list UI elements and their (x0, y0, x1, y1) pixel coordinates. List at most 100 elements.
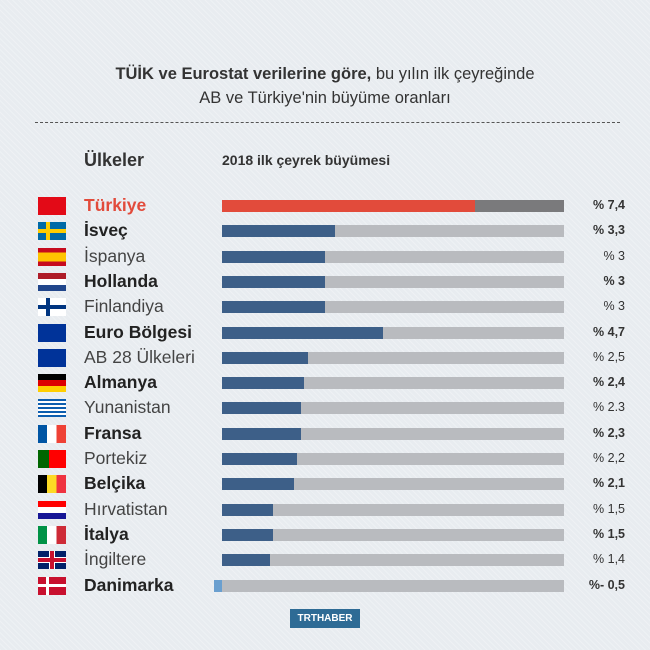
bar (222, 200, 476, 212)
bar-track (222, 528, 564, 541)
flag-croatia-icon (38, 500, 66, 519)
value-label: % 2.3 (593, 400, 625, 415)
chart-title: TÜİK ve Eurostat verilerine göre, bu yıl… (0, 62, 650, 110)
bar (222, 301, 325, 314)
bar-row: Portekiz % 2,2 (0, 446, 650, 471)
bar-row: Finlandiya % 3 (0, 294, 650, 319)
bar-track (222, 503, 564, 516)
bar (222, 275, 325, 288)
title-bold: TÜİK ve Eurostat verilerine göre, (115, 65, 372, 83)
category-label: Hollanda (84, 270, 158, 291)
category-label: Türkiye (84, 195, 147, 215)
flag-france-icon (38, 424, 66, 443)
bar-track (222, 301, 564, 314)
category-label: İspanya (84, 245, 146, 266)
flag-greece-icon (38, 399, 66, 418)
bar (222, 528, 274, 541)
bar-row: Euro Bölgesi % 4,7 (0, 320, 650, 345)
bar (222, 250, 325, 263)
bar (222, 225, 335, 238)
flag-turkey-icon (38, 197, 66, 215)
value-label: % 2,3 (593, 425, 625, 440)
flag-netherlands-icon (38, 272, 66, 291)
bar-row: Almanya % 2,4 (0, 370, 650, 395)
value-header: 2018 ilk çeyrek büyümesi (222, 152, 391, 168)
value-label: % 7,4 (593, 198, 625, 212)
bar-row: Fransa % 2,3 (0, 421, 650, 446)
value-label: % 2,2 (593, 451, 625, 465)
value-label: % 1,5 (593, 501, 625, 516)
value-label: % 4,7 (593, 324, 625, 339)
category-label: Almanya (84, 372, 157, 393)
bar (222, 351, 308, 364)
bar-row: İsveç % 3,3 (0, 218, 650, 243)
bar (222, 478, 294, 491)
bar-track (222, 453, 564, 465)
bar-track (222, 351, 564, 364)
category-label: İsveç (84, 220, 128, 241)
category-label: Portekiz (84, 448, 148, 468)
title-rest: bu yılın ilk çeyreğinde (371, 65, 535, 83)
flag-portugal-icon (38, 450, 66, 468)
value-label: % 3 (603, 248, 625, 263)
flag-eu-icon (38, 348, 66, 367)
bar-track (222, 275, 564, 288)
category-label: Hırvatistan (84, 498, 168, 519)
value-label: % 1,5 (593, 526, 625, 541)
title-line2: AB ve Türkiye'nin büyüme oranları (199, 89, 451, 107)
bar-row: AB 28 Ülkeleri % 2,5 (0, 345, 650, 370)
bar (214, 579, 222, 592)
bar-row: Belçika % 2,1 (0, 471, 650, 496)
bar-track (222, 250, 564, 263)
trthaber-logo: TRTHABER (290, 609, 360, 628)
bar-row: İspanya % 3 (0, 244, 650, 269)
bar-row: Türkiye % 7,4 (0, 193, 650, 218)
category-label: İngiltere (84, 549, 147, 570)
bar-track (222, 478, 564, 491)
divider (35, 122, 620, 123)
value-label: % 2,5 (593, 349, 625, 364)
flag-spain-icon (38, 247, 66, 266)
flag-germany-icon (38, 374, 66, 393)
value-label: % 2,1 (593, 476, 625, 491)
bar-track (222, 427, 564, 440)
bar-row: Danimarka %- 0,5 (0, 573, 650, 598)
category-label: İtalya (84, 523, 129, 544)
bar (222, 402, 301, 415)
bar-track (222, 225, 564, 238)
category-label: Finlandiya (84, 296, 164, 317)
value-label: % 3 (603, 299, 625, 314)
value-label: % 3 (603, 273, 625, 288)
bar-row: Hırvatistan % 1,5 (0, 497, 650, 522)
flag-belgium-icon (38, 475, 66, 494)
bar (222, 427, 301, 440)
bar-row: İtalya % 1,5 (0, 522, 650, 547)
category-label: Fransa (84, 422, 142, 443)
bar (222, 326, 383, 339)
bar (222, 453, 298, 465)
flag-finland-icon (38, 298, 66, 317)
bar-track (222, 200, 564, 212)
bar-track (222, 326, 564, 339)
value-label: % 3,3 (593, 223, 625, 238)
bar-row: Hollanda % 3 (0, 269, 650, 294)
flag-eu-icon (38, 323, 66, 342)
category-label: Belçika (84, 473, 146, 494)
category-label: Euro Bölgesi (84, 321, 192, 342)
bar-track (222, 402, 564, 415)
bar (222, 554, 270, 567)
flag-italy-icon (38, 525, 66, 544)
bar-row: İngiltere % 1,4 (0, 547, 650, 572)
value-label: %- 0,5 (588, 577, 625, 592)
bar-row: Yunanistan % 2.3 (0, 395, 650, 420)
category-label: Yunanistan (84, 397, 171, 418)
category-label: AB 28 Ülkeleri (84, 346, 195, 367)
bar-track (222, 377, 564, 390)
flag-denmark-icon (38, 576, 66, 595)
bar (222, 377, 305, 390)
value-label: % 2,4 (593, 375, 625, 390)
flag-sweden-icon (38, 222, 66, 241)
category-label: Danimarka (84, 574, 174, 595)
flag-uk-icon (38, 551, 66, 570)
value-label: % 1,4 (593, 552, 625, 567)
